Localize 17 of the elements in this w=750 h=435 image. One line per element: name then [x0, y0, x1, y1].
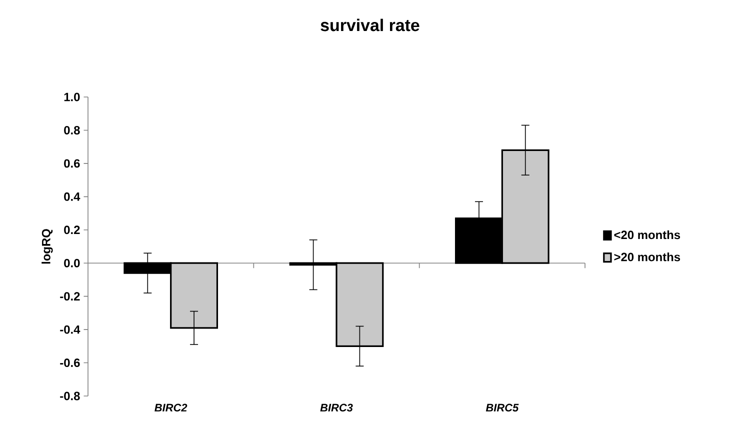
y-tick-label: 0.0: [64, 258, 80, 268]
y-tick-label: 0.6: [64, 159, 80, 168]
x-tick-label: BIRC5: [486, 404, 519, 412]
y-tick-label: 0.4: [64, 192, 80, 201]
y-tick-label: -0.4: [60, 325, 80, 334]
x-tick-label: BIRC3: [320, 404, 353, 412]
chart-title: survival rate: [320, 18, 420, 32]
x-tick-label: BIRC2: [154, 404, 188, 412]
legend-label: <20 months: [614, 230, 680, 240]
y-tick-label: -0.2: [60, 292, 80, 301]
y-axis-title: logRQ: [42, 229, 53, 264]
y-tick-label: 0.8: [64, 126, 80, 134]
y-tick-label: 0.2: [64, 226, 80, 234]
y-tick-label: -0.6: [60, 358, 80, 367]
y-tick-label: -0.8: [60, 392, 80, 400]
y-tick-label: 1.0: [64, 92, 80, 102]
legend-label: >20 months: [614, 252, 680, 262]
